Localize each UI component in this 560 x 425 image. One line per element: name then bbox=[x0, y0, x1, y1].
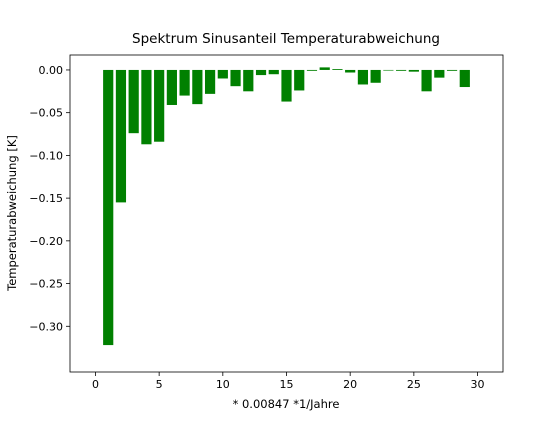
bar-25 bbox=[408, 69, 419, 72]
y-tick-label-4: −0.20 bbox=[29, 235, 63, 248]
y-tick-label-5: −0.25 bbox=[29, 278, 63, 291]
x-tick-label-15: 15 bbox=[280, 378, 294, 391]
bar-21 bbox=[357, 69, 369, 85]
x-axis-ticks: 0 5 10 15 20 25 30 bbox=[92, 372, 485, 391]
bar-26 bbox=[421, 69, 432, 92]
bar-10 bbox=[217, 69, 228, 79]
bar-13 bbox=[255, 69, 267, 76]
plot-frame bbox=[69, 54, 504, 373]
x-axis-label: * 0.00847 *1/Jahre bbox=[233, 397, 340, 411]
y-axis-label: Temperaturabweichung [K] bbox=[5, 135, 19, 292]
y-tick-label-0: 0.00 bbox=[39, 64, 64, 77]
y-axis-ticks: 0.00 −0.05 −0.10 −0.15 −0.20 −0.25 −0.30 bbox=[29, 64, 70, 333]
bar-17 bbox=[306, 69, 318, 71]
x-tick-label-10: 10 bbox=[216, 378, 230, 391]
y-tick-label-3: −0.15 bbox=[29, 192, 63, 205]
bar-7 bbox=[179, 69, 190, 96]
x-tick-label-20: 20 bbox=[343, 378, 357, 391]
bar-11 bbox=[230, 69, 241, 87]
bar-4 bbox=[141, 69, 152, 145]
bar-15 bbox=[281, 69, 292, 102]
bars-group bbox=[103, 67, 470, 346]
x-tick-label-30: 30 bbox=[471, 378, 485, 391]
bar-1 bbox=[103, 69, 114, 346]
bar-14 bbox=[268, 69, 279, 75]
bar-5 bbox=[154, 69, 165, 142]
bar-8 bbox=[192, 69, 203, 105]
bar-24 bbox=[396, 69, 407, 71]
bar-27 bbox=[434, 69, 445, 78]
bar-23 bbox=[383, 69, 394, 71]
bar-22 bbox=[370, 69, 381, 83]
bar-28 bbox=[446, 69, 458, 71]
y-tick-label-1: −0.05 bbox=[29, 107, 63, 120]
bar-12 bbox=[243, 69, 254, 92]
x-tick-label-25: 25 bbox=[407, 378, 421, 391]
bar-6 bbox=[166, 69, 177, 105]
bar-16 bbox=[294, 69, 305, 91]
bar-19 bbox=[332, 69, 343, 70]
bar-3 bbox=[128, 69, 139, 134]
y-tick-label-6: −0.30 bbox=[29, 320, 63, 333]
x-tick-label-5: 5 bbox=[156, 378, 163, 391]
y-tick-label-2: −0.10 bbox=[29, 149, 63, 162]
x-tick-label-0: 0 bbox=[92, 378, 99, 391]
bar-18 bbox=[319, 67, 330, 70]
chart-title: Spektrum Sinusanteil Temperaturabweichun… bbox=[132, 31, 440, 47]
bar-2 bbox=[115, 69, 127, 203]
bar-29 bbox=[459, 69, 470, 88]
bar-9 bbox=[204, 69, 216, 94]
bar-20 bbox=[345, 69, 356, 73]
